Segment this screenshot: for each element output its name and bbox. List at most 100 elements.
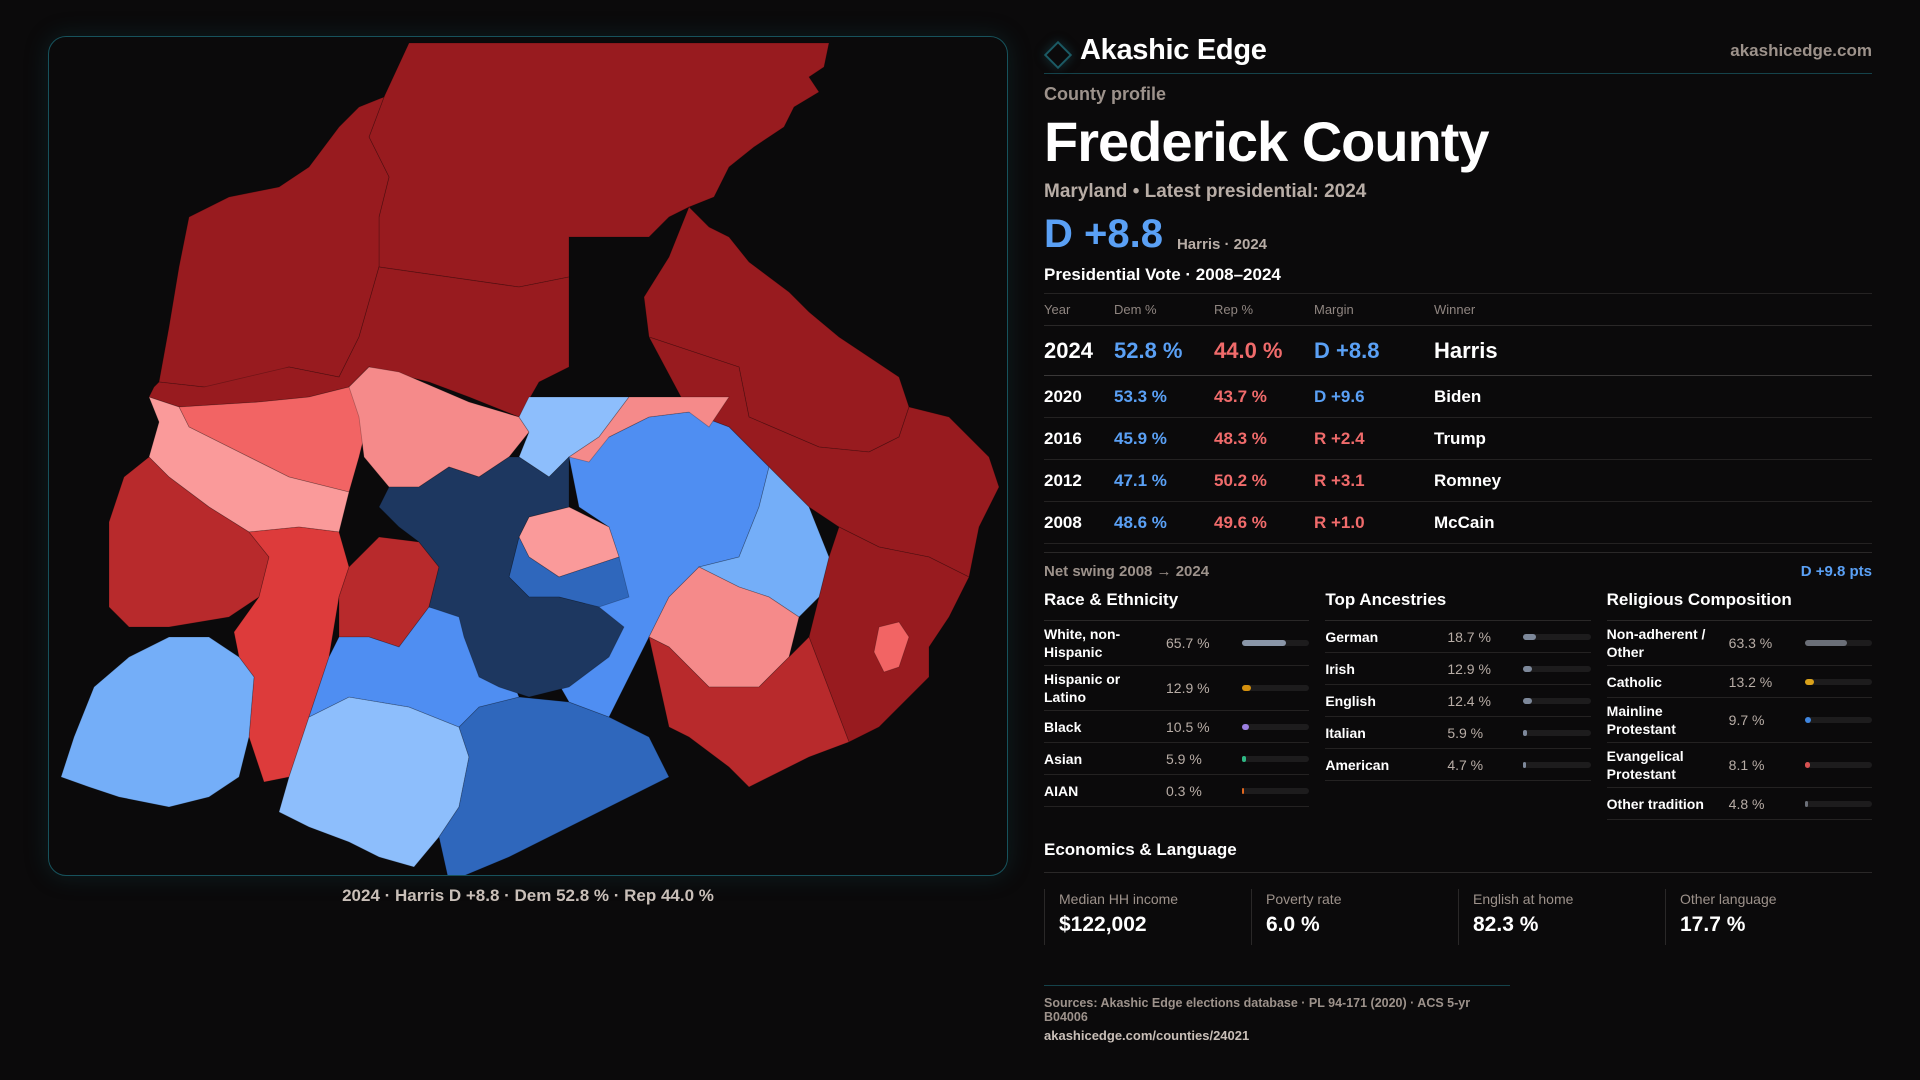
item-label: Italian: [1325, 724, 1366, 741]
percent-bar: [1804, 678, 1872, 685]
stat-value: $122,002: [1059, 913, 1147, 936]
item-value: 10.5 %: [1166, 718, 1210, 735]
winner-cell: Biden: [1434, 375, 1872, 418]
list-item: German 18.7 %: [1325, 621, 1591, 653]
top-ancestries-column: Top Ancestries German 18.7 % Irish 12.9 % Eng…: [1325, 590, 1591, 820]
precinct-map[interactable]: [49, 37, 1008, 876]
year-cell: 2016: [1044, 417, 1114, 460]
year-cell: 2020: [1044, 375, 1114, 418]
percent-bar: [1804, 717, 1872, 723]
precinct-southwest-blue[interactable]: [60, 636, 255, 808]
brand[interactable]: Akashic Edge: [1043, 34, 1267, 69]
margin-cell: R +3.1: [1314, 459, 1434, 502]
item-label: White, non-Hispanic: [1044, 626, 1121, 660]
percent-bar-fill: [1242, 755, 1246, 762]
table-header-row: Year Dem % Rep % Margin Winner: [1044, 293, 1872, 326]
county-profile-panel: Akashic Edge akashicedge.com County prof…: [1043, 28, 1872, 1043]
headline-margin: D +8.8: [1044, 212, 1163, 256]
net-swing-row: Net swing 2008 → 2024 D +9.8 pts: [1044, 552, 1872, 580]
race-ethnicity-title: Race & Ethnicity: [1044, 590, 1310, 621]
percent-bar-fill: [1804, 678, 1814, 685]
stat-card-median-income: Median HH income $122,002: [1044, 889, 1251, 945]
header-margin: Margin: [1314, 293, 1434, 326]
item-label: Black: [1044, 718, 1082, 735]
economics-title: Economics & Language: [1044, 840, 1872, 873]
item-value: 12.9 %: [1447, 660, 1491, 677]
precinct-north-pink[interactable]: [568, 396, 730, 463]
item-value: 13.2 %: [1728, 673, 1773, 690]
rep-pct-cell: 44.0 %: [1214, 325, 1314, 376]
precinct-east-edge-pink[interactable]: [873, 621, 910, 673]
percent-bar-fill: [1523, 729, 1528, 736]
precinct-southwest-red[interactable]: [233, 526, 350, 783]
stat-card-poverty-rate: Poverty rate 6.0 %: [1251, 889, 1458, 945]
header-winner: Winner: [1434, 293, 1872, 326]
item-label: Non-adherent / Other: [1606, 626, 1706, 660]
religious-composition-column: Religious Composition Non-adherent / Othe…: [1606, 590, 1872, 820]
brand-url-link[interactable]: akashicedge.com: [1730, 40, 1872, 60]
precinct-east-upper[interactable]: [648, 336, 1000, 578]
precinct-south-central[interactable]: [438, 696, 670, 876]
year-cell: 2012: [1044, 459, 1114, 502]
margin-cell: D +9.6: [1314, 375, 1434, 418]
stat-label: Median HH income: [1059, 891, 1179, 907]
table-row: 2016 45.9 % 48.3 % R +2.4 Trump: [1044, 417, 1872, 460]
net-swing-value: D +9.8 pts: [1800, 563, 1872, 580]
item-label: Irish: [1325, 660, 1355, 677]
precinct-southeast-red[interactable]: [648, 636, 850, 788]
item-value: 4.7 %: [1447, 756, 1484, 773]
rep-pct-cell: 49.6 %: [1214, 501, 1314, 544]
percent-bar-fill: [1804, 717, 1812, 723]
percent-bar: [1804, 640, 1872, 646]
item-label: Evangelical Protestant: [1606, 748, 1684, 782]
list-item: Other tradition 4.8 %: [1606, 788, 1872, 820]
map-caption: 2024 · Harris D +8.8 · Dem 52.8 % · Rep …: [342, 886, 714, 905]
percent-bar-fill: [1523, 665, 1532, 672]
county-url-link[interactable]: akashicedge.com/counties/24021: [1044, 1028, 1250, 1043]
table-row: 2008 48.6 % 49.6 % R +1.0 McCain: [1044, 501, 1872, 544]
percent-bar-fill: [1804, 762, 1811, 768]
percent-bar-fill: [1523, 633, 1536, 640]
item-value: 12.9 %: [1166, 680, 1210, 696]
list-item: Asian 5.9 %: [1044, 743, 1310, 775]
item-label: AIAN: [1044, 782, 1079, 799]
dem-pct-cell: 47.1 %: [1114, 459, 1214, 502]
percent-bar-fill: [1242, 723, 1250, 730]
economics-cards: Median HH income $122,002 Poverty rate 6…: [1044, 889, 1872, 945]
precinct-center-mid-blue[interactable]: [508, 535, 630, 608]
item-label: English: [1325, 692, 1376, 709]
item-value: 65.7 %: [1166, 635, 1210, 651]
percent-bar: [1242, 755, 1310, 762]
item-label: American: [1325, 756, 1390, 773]
list-item: AIAN 0.3 %: [1044, 775, 1310, 807]
percent-bar: [1523, 665, 1591, 672]
precinct-frederick-city[interactable]: [378, 456, 625, 698]
margin-cell: R +2.4: [1314, 417, 1434, 460]
list-item: Italian 5.9 %: [1325, 717, 1591, 749]
presidential-vote-title: Presidential Vote · 2008–2024: [1044, 265, 1281, 284]
headline-winner: Harris · 2024: [1176, 236, 1268, 253]
list-item: Non-adherent / Other 63.3 %: [1606, 621, 1872, 666]
brand-header: Akashic Edge akashicedge.com: [1043, 28, 1872, 74]
item-label: Mainline Protestant: [1606, 703, 1676, 737]
year-cell: 2024: [1044, 325, 1114, 376]
table-row: 2012 47.1 % 50.2 % R +3.1 Romney: [1044, 459, 1872, 502]
race-ethnicity-column: Race & Ethnicity White, non-Hispanic 65.7 …: [1044, 590, 1310, 820]
profile-kicker: County profile: [1044, 84, 1166, 104]
percent-bar: [1242, 640, 1310, 646]
dem-pct-cell: 53.3 %: [1114, 375, 1214, 418]
precinct-northwest[interactable]: [158, 96, 390, 388]
stat-card-english-at-home: English at home 82.3 %: [1458, 889, 1665, 945]
winner-cell: McCain: [1434, 501, 1872, 544]
stat-value: 6.0 %: [1266, 913, 1320, 936]
year-cell: 2008: [1044, 501, 1114, 544]
percent-bar: [1523, 729, 1591, 736]
list-item: Irish 12.9 %: [1325, 653, 1591, 685]
precinct-north-central[interactable]: [368, 42, 830, 288]
stat-card-other-language: Other language 17.7 %: [1665, 889, 1872, 945]
winner-cell: Romney: [1434, 459, 1872, 502]
stat-value: 82.3 %: [1473, 913, 1539, 936]
rep-pct-cell: 43.7 %: [1214, 375, 1314, 418]
precinct-map-panel[interactable]: [48, 36, 1008, 876]
list-item: Black 10.5 %: [1044, 711, 1310, 743]
